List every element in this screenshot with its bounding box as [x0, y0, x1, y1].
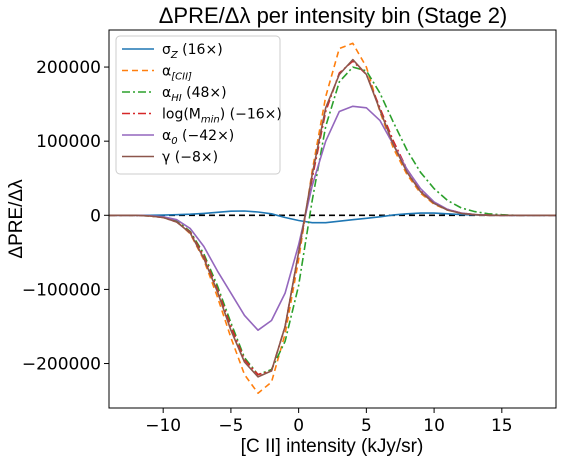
legend-entry-3: log(Mmin) (−16×)	[162, 107, 282, 126]
x-tick-label: −5	[218, 416, 243, 436]
legend-entry-4: α0 (−42×)	[162, 128, 234, 147]
x-tick-label: 0	[293, 416, 304, 436]
y-tick-label: 0	[90, 206, 101, 226]
chart-title: ΔPRE/Δλ per intensity bin (Stage 2)	[159, 3, 508, 28]
y-axis-label: ΔPRE/Δλ	[6, 179, 27, 259]
series-line-2	[109, 66, 556, 376]
series-group	[109, 42, 556, 395]
y-tick-label: 200000	[36, 58, 101, 78]
plot-border	[108, 29, 557, 409]
x-tick-label: −10	[145, 416, 181, 436]
legend-entry-1: α[CII]	[162, 64, 192, 83]
x-tick-label: 5	[361, 416, 372, 436]
legend-entry-5: γ (−8×)	[162, 150, 218, 166]
y-tick-label: −200000	[22, 355, 101, 375]
y-axis: −200000 −100000 0 100000 200000	[22, 58, 109, 375]
x-axis-label: [C II] intensity (kJy/sr)	[241, 436, 424, 457]
legend-entry-0: σZ (16×)	[162, 42, 223, 61]
y-tick-label: 100000	[36, 132, 101, 152]
x-axis: −10 −5 0 5 10 15	[145, 408, 513, 436]
x-tick-label: 10	[423, 416, 445, 436]
x-tick-label: 15	[491, 416, 513, 436]
legend: σZ (16×) α[CII] αHI (48×) log(Mmin) (−16×) α…	[115, 35, 282, 175]
y-tick-label: −100000	[22, 280, 101, 300]
legend-box	[115, 35, 281, 175]
legend-entry-2: αHI (48×)	[162, 85, 227, 104]
series-line-5	[109, 58, 556, 378]
